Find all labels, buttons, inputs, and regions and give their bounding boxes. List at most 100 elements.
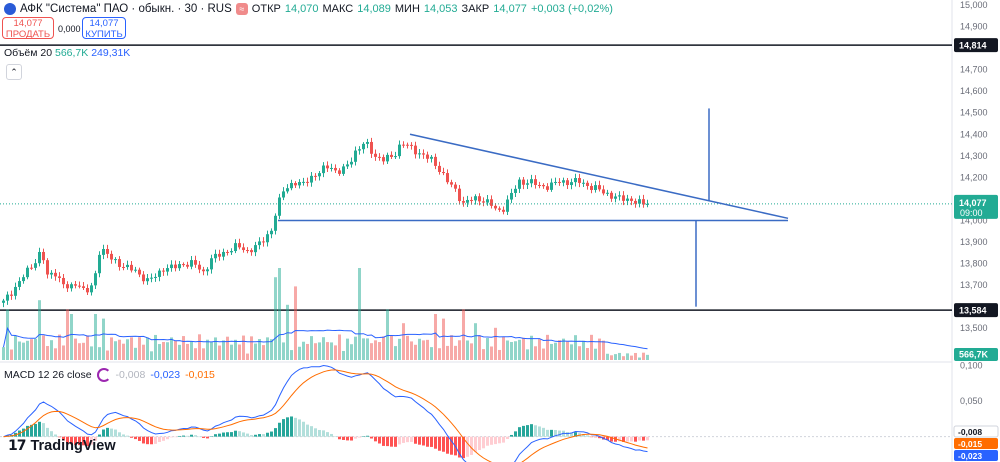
candle-body bbox=[146, 278, 149, 282]
macd-histogram-bar bbox=[306, 424, 309, 437]
compare-icon[interactable]: ≈ bbox=[235, 3, 248, 15]
candle-body bbox=[546, 186, 549, 190]
volume-legend[interactable]: Объём 20 566,7K 249,31K bbox=[4, 47, 130, 59]
macd-value-tag bbox=[954, 438, 998, 449]
spread-value: 0,000 bbox=[58, 24, 81, 34]
volume-bar bbox=[390, 335, 393, 360]
candle-body bbox=[394, 156, 397, 158]
candle-body bbox=[14, 286, 17, 296]
volume-bar bbox=[398, 338, 401, 360]
volume-ma-line bbox=[3, 326, 648, 350]
macd-histogram-bar bbox=[330, 433, 333, 437]
volume-bar bbox=[262, 345, 265, 360]
candle-body bbox=[398, 144, 401, 157]
macd-legend[interactable]: MACD 12 26 close -0,008 -0,023 -0,015 bbox=[4, 368, 215, 382]
candle-body bbox=[234, 243, 237, 252]
volume-bar bbox=[30, 339, 33, 360]
sell-button[interactable]: 14,077 ПРОДАТЬ bbox=[2, 17, 54, 39]
volume-bar bbox=[598, 338, 601, 360]
macd-histogram-bar bbox=[634, 436, 637, 442]
candle-body bbox=[514, 188, 517, 193]
volume-bar bbox=[106, 350, 109, 360]
volume-bar bbox=[374, 340, 377, 360]
candle-body bbox=[630, 198, 633, 201]
volume-bar bbox=[346, 338, 349, 360]
collapse-chevron-up-icon[interactable]: ⌃ bbox=[6, 64, 22, 80]
volume-bar bbox=[218, 345, 221, 360]
volume-bar bbox=[10, 349, 13, 360]
macd-value-tag bbox=[954, 450, 998, 461]
macd-histogram-bar bbox=[410, 436, 413, 442]
volume-tag bbox=[954, 348, 998, 361]
macd-histogram-bar bbox=[86, 436, 89, 447]
volume-bar bbox=[254, 343, 257, 360]
candle-body bbox=[386, 154, 389, 162]
macd-histogram-bar bbox=[406, 436, 409, 443]
volume-bar bbox=[590, 334, 593, 360]
macd-value-tag bbox=[953, 425, 999, 438]
macd-histogram-bar bbox=[566, 432, 569, 437]
macd-histogram-bar bbox=[478, 436, 481, 451]
candle-body bbox=[98, 254, 101, 274]
macd-label: MACD 12 26 close bbox=[4, 369, 92, 381]
candle-body bbox=[598, 185, 601, 190]
candle-body bbox=[226, 251, 229, 253]
macd-histogram-bar bbox=[570, 432, 573, 437]
candle-body bbox=[74, 284, 77, 286]
candle-body bbox=[254, 245, 257, 253]
candle-body bbox=[510, 192, 513, 200]
candle-body bbox=[278, 197, 281, 216]
macd-histogram-bar bbox=[222, 432, 225, 437]
candle-body bbox=[162, 270, 165, 272]
volume-bar bbox=[18, 341, 21, 360]
price-axis-tick-label: 14,200 bbox=[960, 172, 988, 182]
macd-histogram-bar bbox=[286, 417, 289, 437]
candle-body bbox=[306, 181, 309, 183]
macd-histogram-bar bbox=[118, 432, 121, 437]
volume-bar bbox=[90, 346, 93, 360]
volume-bar bbox=[534, 346, 537, 360]
volume-bar bbox=[54, 348, 57, 360]
volume-bar bbox=[6, 309, 9, 360]
candle-body bbox=[566, 180, 569, 186]
symbol-name[interactable]: АФК "Система" ПАО · обыкн. · 30 · RUS bbox=[20, 3, 232, 15]
macd-histogram-bar bbox=[362, 436, 365, 437]
macd-histogram-bar bbox=[246, 433, 249, 437]
candle-body bbox=[198, 264, 201, 270]
volume-bar bbox=[246, 353, 249, 360]
macd-histogram-bar bbox=[258, 434, 261, 437]
macd-histogram-bar bbox=[366, 435, 369, 437]
macd-histogram-bar bbox=[610, 436, 613, 442]
volume-bar bbox=[434, 314, 437, 360]
volume-bar bbox=[138, 337, 141, 360]
macd-histogram-bar bbox=[66, 436, 69, 444]
symbol-logo-icon bbox=[4, 3, 16, 15]
macd-histogram-bar bbox=[242, 432, 245, 437]
price-axis-tick-label: 13,800 bbox=[960, 259, 988, 269]
volume-bar bbox=[194, 348, 197, 360]
macd-histogram-bar bbox=[574, 432, 577, 437]
volume-bar bbox=[182, 336, 185, 360]
indicator-settings-icon[interactable] bbox=[96, 368, 111, 382]
volume-bar bbox=[354, 336, 357, 360]
volume-bar bbox=[614, 354, 617, 360]
close-value: 14,077 bbox=[493, 3, 527, 15]
candle-body bbox=[414, 145, 417, 155]
volume-bar bbox=[550, 343, 553, 360]
macd-signal-line bbox=[3, 369, 648, 462]
candle-body bbox=[150, 277, 153, 279]
macd-histogram-bar bbox=[178, 435, 181, 437]
macd-histogram-bar bbox=[542, 427, 545, 437]
macd-histogram-bar bbox=[26, 425, 29, 437]
candle-body bbox=[590, 185, 593, 190]
candle-body bbox=[318, 173, 321, 177]
candle-body bbox=[134, 269, 137, 271]
candle-body bbox=[410, 144, 413, 146]
candle-body bbox=[82, 286, 85, 289]
volume-bar bbox=[86, 335, 89, 360]
candle-body bbox=[542, 185, 545, 187]
buy-button[interactable]: 14,077 КУПИТЬ bbox=[82, 17, 126, 39]
candle-body bbox=[350, 161, 353, 165]
volume-bar bbox=[298, 346, 301, 360]
